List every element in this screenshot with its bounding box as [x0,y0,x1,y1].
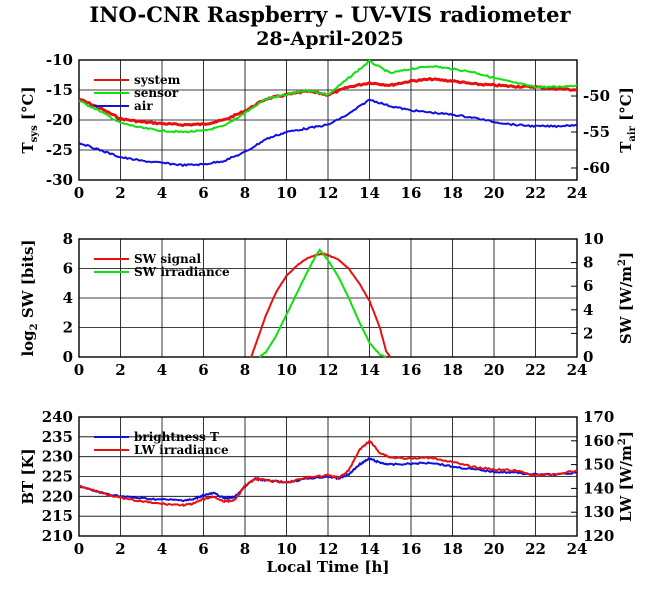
x-tick-label: 12 [318,184,339,202]
y-tick-label-right: 10 [583,230,604,248]
y-tick-label-right: 4 [583,301,593,319]
y-axis-label-left: Tsys [°C] [19,86,40,153]
y-tick-label-left: 2 [63,319,73,337]
y-tick-label-right: 160 [583,432,614,450]
y-tick-label-right: -55 [583,123,610,141]
x-tick-label: 20 [484,540,505,558]
legend-label: SW irradiance [134,265,230,279]
x-tick-label: 4 [157,540,167,558]
chart-title: INO-CNR Raspberry - UV-VIS radiometer [89,2,571,27]
legend-label: system [134,73,181,87]
x-tick-label: 16 [401,184,422,202]
x-tick-label: 6 [198,184,208,202]
y-axis-label-right: Tair [°C] [617,87,638,153]
y-tick-label-right: 130 [583,503,614,521]
x-tick-label: 24 [567,184,588,202]
x-tick-label: 22 [525,184,546,202]
y-tick-label-right: 8 [583,254,593,272]
y-tick-label-right: 140 [583,479,614,497]
x-axis-label: Local Time [h] [267,558,390,576]
y-tick-label-left: -10 [46,51,73,69]
y-tick-label-left: 220 [42,487,73,505]
y-tick-label-left: 230 [42,448,73,466]
x-tick-label: 18 [442,361,463,379]
series-line-air [78,98,578,168]
x-tick-label: 14 [359,361,380,379]
x-tick-label: 18 [442,184,463,202]
x-tick-label: 2 [115,361,125,379]
series-line-sw-irradiance [258,248,387,358]
x-tick-label: 14 [359,540,380,558]
y-tick-label-left: 6 [63,260,73,278]
chart-subtitle: 28-April-2025 [256,28,404,50]
y-tick-label-right: 0 [583,348,593,366]
y-tick-label-left: -30 [46,171,73,189]
y-axis-label-right: LW [W/m2] [617,431,635,522]
x-tick-label: 20 [484,361,505,379]
x-tick-label: 2 [115,540,125,558]
x-tick-label: 24 [567,361,588,379]
y-tick-label-left: -15 [46,81,73,99]
x-tick-label: 14 [359,184,380,202]
plot-frame [78,238,578,358]
x-tick-label: 8 [240,184,250,202]
x-tick-label: 10 [276,184,297,202]
y-tick-label-right: 150 [583,456,614,474]
x-tick-label: 16 [401,540,422,558]
y-tick-label-left: 215 [42,507,73,525]
x-tick-label: 8 [240,361,250,379]
y-tick-label-left: 235 [42,428,73,446]
legend-label: sensor [134,86,179,100]
y-axis-label-right: SW [W/m2] [617,252,635,344]
y-tick-label-right: 6 [583,277,593,295]
y-tick-label-right: -60 [583,159,610,177]
x-tick-label: 0 [74,184,84,202]
y-tick-label-left: -25 [46,141,73,159]
series-line-sensor [78,59,578,134]
x-tick-label: 12 [318,361,339,379]
x-tick-label: 24 [567,540,588,558]
x-tick-label: 12 [318,540,339,558]
plot-frame [78,59,578,181]
y-tick-label-right: 2 [583,324,593,342]
x-tick-label: 0 [74,361,84,379]
x-tick-label: 6 [198,540,208,558]
x-tick-label: 10 [276,361,297,379]
y-tick-label-left: -20 [46,111,73,129]
y-tick-label-right: -50 [583,87,610,105]
x-tick-label: 4 [157,184,167,202]
y-tick-label-left: 240 [42,408,73,426]
x-tick-label: 22 [525,540,546,558]
x-tick-label: 18 [442,540,463,558]
x-tick-label: 20 [484,184,505,202]
x-tick-label: 6 [198,361,208,379]
x-tick-label: 22 [525,361,546,379]
y-axis-label-left: BT [K] [19,448,37,504]
series-line-lw-irradiance [78,438,578,507]
legend-label: brightness T [134,430,219,444]
x-tick-label: 16 [401,361,422,379]
x-tick-label: 10 [276,540,297,558]
y-tick-label-right: 120 [583,527,614,545]
y-tick-label-left: 225 [42,468,73,486]
plot-frame [78,416,578,537]
y-axis-label-left: log2 SW [bits] [19,239,40,356]
y-tick-label-left: 210 [42,527,73,545]
legend-label: SW signal [134,252,202,266]
y-tick-label-left: 4 [63,289,73,307]
y-tick-label-left: 8 [63,230,73,248]
x-tick-label: 2 [115,184,125,202]
x-tick-label: 0 [74,540,84,558]
legend-label: LW irradiance [134,443,229,457]
x-tick-label: 4 [157,361,167,379]
y-tick-label-left: 0 [63,348,73,366]
x-tick-label: 8 [240,540,250,558]
y-tick-label-right: 170 [583,408,614,426]
legend-label: air [134,99,153,113]
